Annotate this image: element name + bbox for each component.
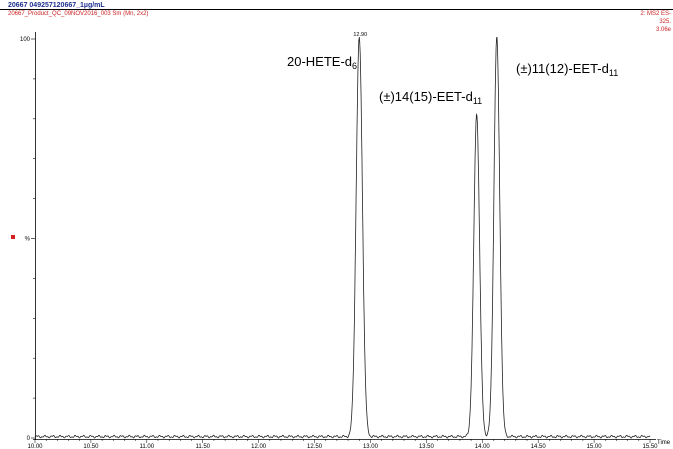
- peak-label: 20-HETE-d6: [287, 54, 357, 71]
- x-tick-label: 14.00: [475, 444, 491, 449]
- x-tick-label: 13.00: [363, 444, 379, 449]
- peak-label: (±)14(15)-EET-d11: [379, 89, 482, 106]
- intensity-label: 3.06e: [655, 27, 671, 33]
- y-tick-label: 0: [27, 436, 31, 442]
- x-tick-label: 15.00: [587, 444, 603, 449]
- peak-label: (±)11(12)-EET-d11: [516, 61, 618, 78]
- x-tick-label: 13.50: [419, 444, 435, 449]
- mass-label: 325.: [659, 19, 671, 25]
- x-tick-label: 11.00: [140, 444, 155, 449]
- y-tick-label: %: [25, 237, 31, 243]
- y-tick-label: 100: [20, 37, 31, 43]
- chromatogram-title: 20667 049257120667_1µg/mL: [8, 2, 105, 9]
- x-axis-label: Time: [657, 440, 671, 446]
- x-tick-label: 10.00: [27, 444, 43, 449]
- cursor-marker: [11, 235, 15, 239]
- x-tick-label: 12.50: [307, 444, 323, 449]
- x-tick-label: 11.50: [195, 444, 210, 449]
- scan-function-label: 2: MS2 ES-: [640, 11, 671, 17]
- x-tick-label: 10.50: [83, 444, 99, 449]
- x-tick-label: 14.50: [531, 444, 547, 449]
- x-tick-label: 12.00: [251, 444, 267, 449]
- x-tick-label: 15.50: [642, 444, 658, 449]
- chromatogram-subtitle: 20667_Product_QC_09NOV2016_003 Sm (Mn, 2…: [8, 11, 149, 17]
- chromatogram-trace: [34, 36, 651, 439]
- peak-rt-label: 12.90: [353, 32, 367, 38]
